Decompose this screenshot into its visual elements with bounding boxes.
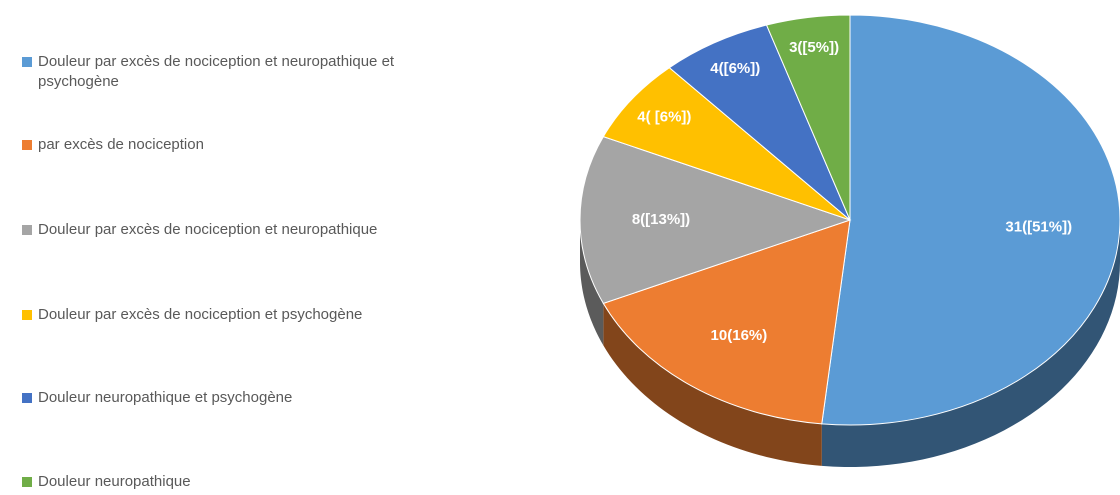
legend-swatch bbox=[22, 225, 32, 235]
slice-side bbox=[821, 220, 1120, 467]
legend-label: Douleur par excès de nociception et neur… bbox=[38, 221, 378, 238]
legend-swatch bbox=[22, 393, 32, 403]
legend-item: par excès de nociception bbox=[22, 135, 458, 155]
legend-swatch bbox=[22, 310, 32, 320]
data-label: 4([6%]) bbox=[710, 60, 760, 77]
legend-swatch bbox=[22, 477, 32, 487]
data-label: 31([51%]) bbox=[1005, 218, 1072, 235]
slice bbox=[602, 219, 851, 425]
legend-label: Douleur neuropathique bbox=[38, 473, 191, 490]
slice-side bbox=[603, 303, 822, 466]
legend-label: par excès de nociception bbox=[38, 136, 204, 153]
legend-label: Douleur neuropathique et psychogène bbox=[38, 389, 293, 406]
data-label: 10(16%) bbox=[711, 327, 768, 344]
slice bbox=[765, 14, 851, 221]
legend-swatch bbox=[22, 57, 32, 67]
data-label: 4( [6%]) bbox=[637, 109, 691, 126]
legend-label: Douleur par excès de nociception et neur… bbox=[38, 53, 395, 90]
slice bbox=[602, 67, 851, 221]
legend-label: Douleur par excès de nociception et psyc… bbox=[38, 306, 363, 323]
slice bbox=[579, 136, 852, 304]
legend-swatch bbox=[22, 140, 32, 150]
legend-item: Douleur par excès de nociception et neur… bbox=[22, 220, 458, 240]
legend: Douleur par excès de nociception et neur… bbox=[0, 0, 470, 495]
legend-item: Douleur par excès de nociception et psyc… bbox=[22, 305, 458, 325]
data-label: 8([13%]) bbox=[632, 211, 690, 228]
legend-item: Douleur neuropathique et psychogène bbox=[22, 388, 458, 408]
slice-side bbox=[580, 220, 604, 346]
legend-item: Douleur neuropathique bbox=[22, 472, 458, 492]
data-label: 3([5%]) bbox=[789, 39, 839, 56]
legend-item: Douleur par excès de nociception et neur… bbox=[22, 52, 458, 92]
slice bbox=[668, 24, 851, 221]
